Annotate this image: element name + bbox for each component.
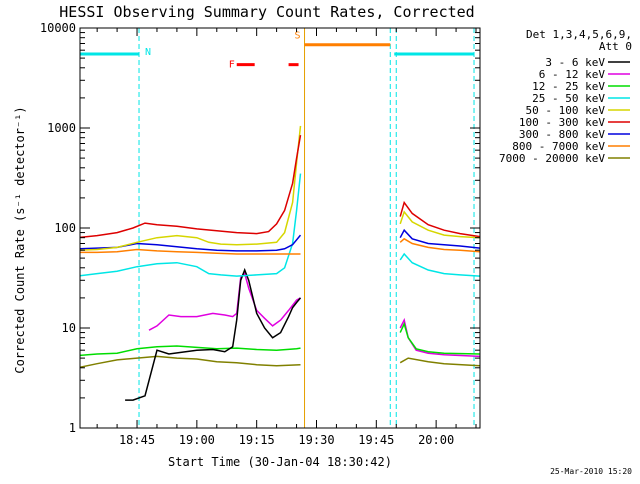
series-line-6-12-kev — [148, 272, 301, 331]
legend-attenuator: Att 0 — [599, 40, 632, 53]
series-line-7000-20000-kev-after-gap — [399, 357, 480, 367]
y-axis: 1 10 100 1000 10000 — [40, 21, 480, 435]
x-tick-label: 18:45 — [119, 433, 155, 447]
legend-entry-label: 100 - 300 keV — [519, 116, 605, 129]
x-axis-title: Start Time (30-Jan-04 18:30:42) — [168, 455, 392, 469]
y-tick-label: 1000 — [47, 121, 76, 135]
legend-entry-label: 3 - 6 keV — [545, 56, 605, 69]
series-line-100-300-kev — [80, 134, 302, 239]
y-tick-label: 10000 — [40, 21, 76, 35]
series-line-800-7000-kev — [80, 248, 301, 255]
x-axis: 18:45 19:00 19:15 19:30 19:45 20:00 — [96, 28, 477, 447]
flag-n-label: N — [145, 47, 151, 58]
series-line-100-300-kev-after-gap — [399, 200, 480, 238]
series-line-3-6-kev — [125, 267, 302, 401]
flag-bars: N F S — [80, 31, 475, 71]
chart-title: HESSI Observing Summary Count Rates, Cor… — [59, 3, 474, 21]
flag-f-label: F — [229, 60, 235, 71]
series-line-50-100-kev-after-gap — [399, 210, 480, 239]
series-line-25-50-kev-after-gap — [399, 252, 480, 277]
legend-entry-label: 800 - 7000 keV — [512, 140, 605, 153]
generation-stamp: 25-Mar-2010 15:20 — [550, 467, 632, 476]
series-line-50-100-kev — [80, 125, 302, 251]
y-tick-label: 10 — [62, 321, 76, 335]
series-line-7000-20000-kev — [80, 355, 301, 368]
legend-entry-label: 300 - 800 keV — [519, 128, 605, 141]
series-line-6-12-kev-after-gap — [399, 317, 480, 358]
legend-entry-label: 50 - 100 keV — [526, 104, 606, 117]
x-tick-label: 19:15 — [239, 433, 275, 447]
x-tick-label: 19:30 — [298, 433, 334, 447]
x-tick-label: 20:00 — [418, 433, 454, 447]
legend-entry-label: 12 - 25 keV — [532, 80, 605, 93]
x-tick-label: 19:45 — [358, 433, 394, 447]
plot-area: N F S — [80, 28, 480, 428]
series-line-12-25-kev — [80, 345, 301, 357]
legend-entry-label: 25 - 50 keV — [532, 92, 605, 105]
series-line-12-25-kev-after-gap — [399, 321, 480, 355]
legend-entry-label: 6 - 12 keV — [539, 68, 606, 81]
x-tick-label: 19:00 — [179, 433, 215, 447]
series-line-800-7000-kev-after-gap — [399, 237, 480, 253]
series-line-300-800-kev-after-gap — [399, 228, 480, 249]
legend-entry-label: 7000 - 20000 keV — [499, 152, 605, 165]
y-tick-label: 100 — [54, 221, 76, 235]
legend-detectors: Det 1,3,4,5,6,9, — [526, 28, 632, 41]
series-line-25-50-kev — [80, 173, 302, 277]
flag-s-label: S — [295, 31, 301, 42]
y-axis-title: Corrected Count Rate (s⁻¹ detector⁻¹) — [13, 106, 27, 373]
series-lines — [80, 125, 480, 401]
y-tick-label: 1 — [69, 421, 76, 435]
